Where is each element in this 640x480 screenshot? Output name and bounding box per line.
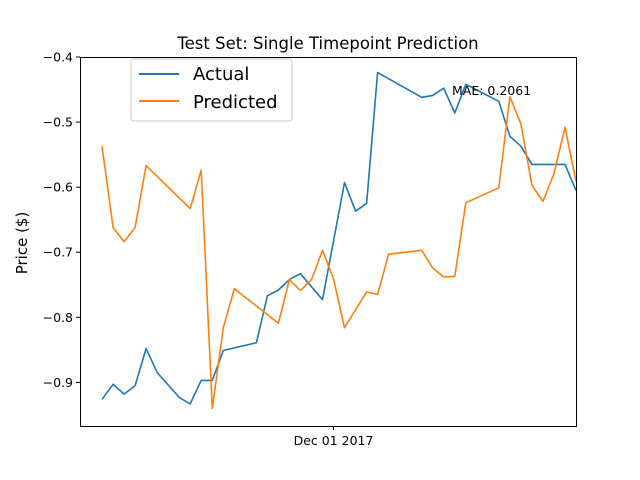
legend-label-actual: Actual — [193, 64, 249, 85]
x-axis: Dec 01 2017 — [294, 426, 374, 448]
legend-label-predicted: Predicted — [193, 92, 278, 113]
legend: Actual Predicted — [130, 58, 293, 122]
y-tick-label: −0.5 — [43, 115, 73, 130]
chart-title: Test Set: Single Timepoint Prediction — [176, 34, 478, 53]
plot-area — [101, 71, 577, 410]
y-tick-label: −0.8 — [43, 310, 73, 325]
x-tick-label: Dec 01 2017 — [294, 433, 374, 448]
axes-frame — [80, 57, 577, 427]
series-line-predicted — [101, 95, 577, 410]
y-tick-label: −0.7 — [43, 245, 73, 260]
y-tick-label: −0.9 — [43, 375, 73, 390]
mae-annotation: MAE: 0.2061 — [452, 83, 531, 98]
y-tick-label: −0.6 — [43, 180, 73, 195]
y-tick-label: −0.4 — [43, 50, 73, 65]
y-axis: −0.4 −0.5 −0.6 −0.7 −0.8 −0.9 — [43, 50, 80, 390]
y-axis-label: Price ($) — [13, 212, 31, 275]
